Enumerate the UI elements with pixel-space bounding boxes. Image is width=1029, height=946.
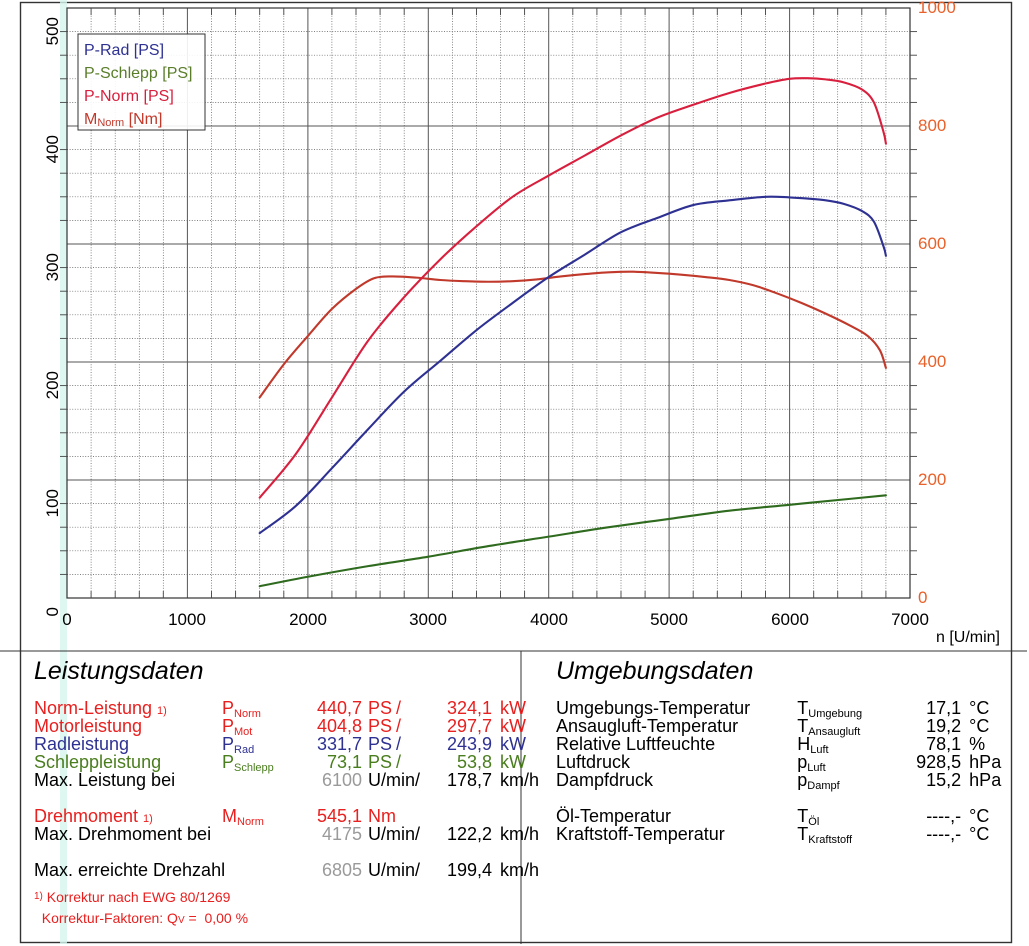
svg-text:800: 800 — [918, 116, 946, 135]
svg-text:5000: 5000 — [650, 610, 688, 629]
svg-text:1000: 1000 — [168, 610, 206, 629]
svg-text:n [U/min]: n [U/min] — [936, 629, 1000, 646]
svg-text:7000: 7000 — [891, 610, 929, 629]
svg-text:400: 400 — [43, 135, 62, 163]
svg-text:300: 300 — [43, 253, 62, 281]
svg-text:100: 100 — [43, 489, 62, 517]
svg-text:200: 200 — [43, 371, 62, 399]
svg-text:P-Rad [PS]: P-Rad [PS] — [84, 42, 164, 59]
svg-text:6000: 6000 — [771, 610, 809, 629]
svg-text:P-Norm [PS]: P-Norm [PS] — [84, 88, 174, 105]
svg-text:0: 0 — [918, 588, 927, 607]
svg-text:400: 400 — [918, 352, 946, 371]
svg-text:P-Schlepp [PS]: P-Schlepp [PS] — [84, 65, 193, 82]
svg-text:3000: 3000 — [409, 610, 447, 629]
svg-text:500: 500 — [43, 17, 62, 45]
svg-text:600: 600 — [918, 234, 946, 253]
svg-text:200: 200 — [918, 470, 946, 489]
svg-text:4000: 4000 — [530, 610, 568, 629]
svg-text:0: 0 — [43, 607, 62, 616]
svg-text:1000: 1000 — [918, 0, 956, 17]
svg-text:0: 0 — [62, 610, 71, 629]
svg-text:2000: 2000 — [289, 610, 327, 629]
